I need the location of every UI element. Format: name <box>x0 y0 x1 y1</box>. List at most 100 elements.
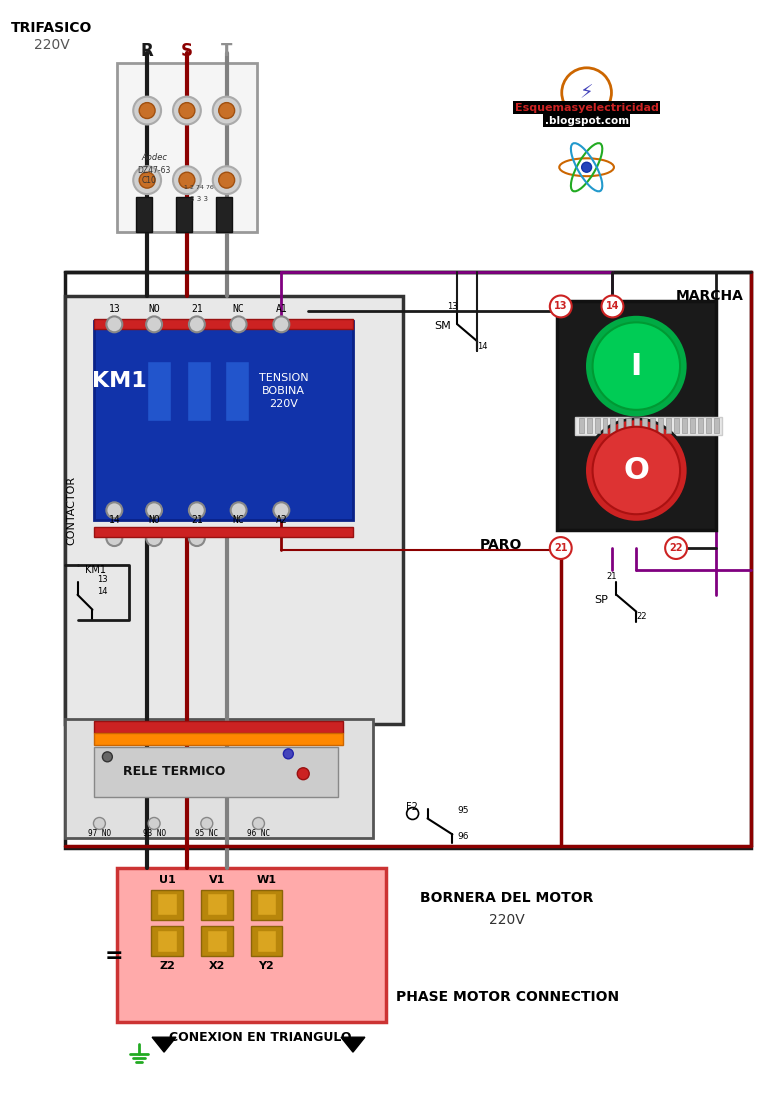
Circle shape <box>601 295 623 317</box>
Circle shape <box>139 172 155 189</box>
Circle shape <box>93 817 106 830</box>
Text: NO: NO <box>148 516 160 526</box>
Text: 220V: 220V <box>489 913 525 927</box>
Bar <box>94 322 353 520</box>
Text: O: O <box>623 456 649 485</box>
Circle shape <box>581 162 591 172</box>
Circle shape <box>231 502 246 518</box>
Bar <box>94 527 353 537</box>
Text: .blogspot.com: .blogspot.com <box>545 115 629 125</box>
Circle shape <box>179 172 195 189</box>
Circle shape <box>283 749 293 759</box>
Text: F2: F2 <box>406 802 417 812</box>
Circle shape <box>146 530 162 546</box>
Text: 13: 13 <box>109 304 120 315</box>
Bar <box>575 417 722 435</box>
Circle shape <box>106 316 122 333</box>
Text: 95 NC: 95 NC <box>195 828 218 838</box>
Text: 21: 21 <box>191 304 203 315</box>
Text: 13: 13 <box>97 576 108 584</box>
Bar <box>94 746 338 796</box>
Text: =: = <box>105 946 124 966</box>
Text: C10: C10 <box>141 175 157 185</box>
Bar <box>698 418 703 433</box>
Circle shape <box>173 166 201 194</box>
Bar <box>619 418 623 433</box>
Text: 22: 22 <box>636 612 647 621</box>
Circle shape <box>133 96 161 124</box>
Circle shape <box>179 103 195 119</box>
Text: 14: 14 <box>606 302 619 312</box>
Circle shape <box>593 323 680 410</box>
Circle shape <box>584 419 688 522</box>
Bar <box>157 929 177 952</box>
Circle shape <box>146 316 162 333</box>
Text: PHASE MOTOR CONNECTION: PHASE MOTOR CONNECTION <box>395 990 619 1005</box>
Bar <box>257 929 277 952</box>
Circle shape <box>139 103 155 119</box>
Circle shape <box>219 172 235 189</box>
Text: Aodec: Aodec <box>141 153 167 162</box>
Text: KM1: KM1 <box>92 372 147 391</box>
Text: 22: 22 <box>670 543 682 553</box>
Bar <box>635 418 639 433</box>
Bar <box>207 893 226 915</box>
Text: NC: NC <box>233 516 245 526</box>
Text: 3 3 3: 3 3 3 <box>190 196 207 202</box>
Bar <box>216 197 232 232</box>
Text: CONEXION EN TRIANGULO: CONEXION EN TRIANGULO <box>169 1030 352 1044</box>
Bar <box>157 893 177 915</box>
Bar <box>651 418 655 433</box>
Circle shape <box>219 103 235 119</box>
Bar <box>176 197 192 232</box>
Bar <box>706 418 711 433</box>
Circle shape <box>213 96 241 124</box>
Circle shape <box>252 817 264 830</box>
Text: SP: SP <box>594 594 609 604</box>
Text: I: I <box>631 352 642 380</box>
Text: Esquemasyelectricidad: Esquemasyelectricidad <box>515 103 659 113</box>
Text: U1: U1 <box>159 875 176 885</box>
Bar <box>667 418 671 433</box>
Circle shape <box>213 166 241 194</box>
Circle shape <box>407 807 419 820</box>
Bar <box>94 721 343 733</box>
Text: 21: 21 <box>554 543 568 553</box>
Text: DZ47-63: DZ47-63 <box>138 165 171 175</box>
Circle shape <box>593 427 680 515</box>
Text: Y2: Y2 <box>258 960 274 970</box>
Text: A2: A2 <box>275 516 287 526</box>
Circle shape <box>106 530 122 546</box>
Bar <box>251 926 283 956</box>
Text: 1 2 74 76: 1 2 74 76 <box>184 184 214 190</box>
Bar <box>578 418 584 433</box>
Circle shape <box>103 752 112 762</box>
Circle shape <box>231 316 246 333</box>
Text: T: T <box>221 42 233 60</box>
Circle shape <box>584 314 688 418</box>
Bar <box>151 926 183 956</box>
Bar <box>610 418 616 433</box>
Circle shape <box>189 530 204 546</box>
Bar <box>603 418 607 433</box>
Bar <box>201 891 233 919</box>
Circle shape <box>549 295 572 317</box>
Text: 95: 95 <box>458 806 469 815</box>
Bar <box>147 362 171 420</box>
Circle shape <box>173 96 201 124</box>
Text: R: R <box>141 42 154 60</box>
Circle shape <box>201 817 213 830</box>
Text: 14: 14 <box>97 588 108 597</box>
Text: KM1: KM1 <box>84 564 106 574</box>
Circle shape <box>665 537 687 559</box>
Text: 21: 21 <box>191 516 203 526</box>
Circle shape <box>189 502 204 518</box>
Text: A1: A1 <box>275 304 287 315</box>
Text: 13: 13 <box>554 302 568 312</box>
Text: ⚡: ⚡ <box>580 83 594 102</box>
Bar <box>682 418 687 433</box>
Bar <box>201 926 233 956</box>
Bar <box>674 418 679 433</box>
Bar <box>658 418 663 433</box>
Text: 21: 21 <box>606 572 616 581</box>
